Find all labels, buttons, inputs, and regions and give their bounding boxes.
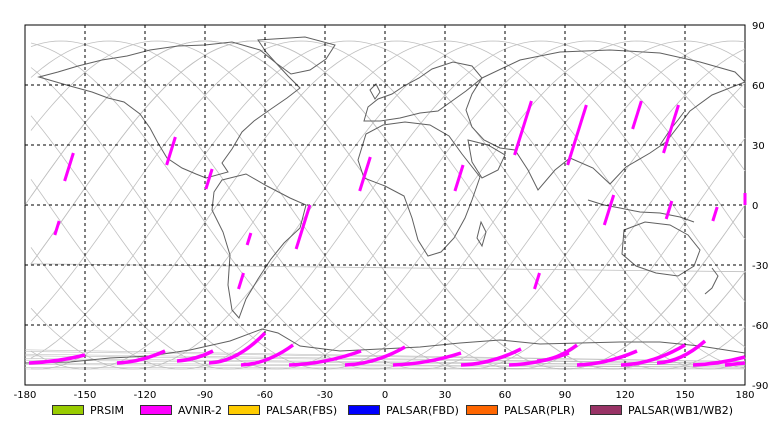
legend-label: PALSAR(FBS) xyxy=(266,403,338,417)
coverage-swath xyxy=(453,164,465,192)
legend-item: PALSAR(FBS) xyxy=(228,402,337,418)
coverage-swath-polar xyxy=(208,331,267,365)
coverage-swath xyxy=(631,100,643,130)
coverage-swath xyxy=(664,200,674,220)
longitude-tick-label: -180 xyxy=(14,390,37,400)
legend-swatch xyxy=(590,405,622,415)
latitude-tick-label: 30 xyxy=(752,141,765,152)
coastline-asia xyxy=(465,49,746,191)
longitude-tick-label: 150 xyxy=(675,390,694,400)
coverage-swath-polar xyxy=(176,349,214,363)
coverage-swath xyxy=(53,220,61,236)
coverage-swath-polar xyxy=(240,343,295,367)
coverage-swath xyxy=(662,104,680,154)
coastline-new-zealand xyxy=(704,267,719,295)
coverage-swath xyxy=(602,194,616,226)
legend-swatch xyxy=(52,405,84,415)
coverage-swath xyxy=(63,152,75,182)
longitude-tick-label: 0 xyxy=(382,390,388,400)
longitude-tick-label: 30 xyxy=(439,390,452,400)
orbit-track xyxy=(30,40,746,370)
legend-label: PALSAR(FBD) xyxy=(386,403,459,417)
orbit-track xyxy=(30,40,746,370)
coastline-japan xyxy=(659,111,685,146)
longitude-tick-label: -90 xyxy=(197,390,213,400)
avnir2-coverage-swaths xyxy=(28,100,747,367)
orbit-track xyxy=(30,40,746,370)
longitude-tick-label: 120 xyxy=(615,390,634,400)
coverage-swath xyxy=(245,232,253,246)
orbit-track xyxy=(30,40,746,370)
latitude-tick-label: 60 xyxy=(752,81,765,92)
coverage-swath-polar xyxy=(536,343,579,363)
latitude-tick-label: -30 xyxy=(752,261,768,272)
longitude-tick-label: -60 xyxy=(257,390,273,400)
coverage-swath-polar xyxy=(460,347,522,367)
latitude-tick-label: 90 xyxy=(752,21,765,32)
coverage-swath xyxy=(711,206,719,222)
latitude-tick-label: 0 xyxy=(752,201,758,212)
coastline-africa xyxy=(357,121,481,257)
coastline-british-isles xyxy=(369,83,381,100)
longitude-tick-label: 60 xyxy=(499,390,512,400)
legend-item: PALSAR(FBD) xyxy=(348,402,459,418)
legend-item: PALSAR(PLR) xyxy=(466,402,575,418)
orbit-track xyxy=(30,40,746,370)
latitude-tick-label: -60 xyxy=(752,321,768,332)
orbit-track xyxy=(30,40,746,370)
coverage-swath-polar xyxy=(692,355,746,367)
coverage-swath-polar xyxy=(576,349,638,367)
coverage-swath xyxy=(513,100,533,156)
longitude-tick-label: -120 xyxy=(134,390,157,400)
coastline-europe xyxy=(363,61,483,122)
longitude-tick-label: -150 xyxy=(74,390,97,400)
legend-label: PALSAR(WB1/WB2) xyxy=(628,403,734,417)
legend-item: PALSAR(WB1/WB2) xyxy=(590,402,733,418)
legend-swatch xyxy=(348,405,380,415)
orbit-track xyxy=(30,40,746,370)
legend-swatch xyxy=(140,405,172,415)
coastline-greenland xyxy=(257,36,336,75)
legend-item: AVNIR-2 xyxy=(140,402,222,418)
coverage-swath-polar xyxy=(620,343,686,367)
coverage-swath xyxy=(237,272,245,290)
coverage-swath xyxy=(294,204,312,250)
coastline-south-america xyxy=(211,173,307,319)
coverage-swath xyxy=(566,104,588,166)
orbit-track-polar xyxy=(24,364,746,368)
coverage-swath-polar xyxy=(116,349,166,365)
legend: PRSIM AVNIR-2 PALSAR(FBS) PALSAR(FBD) PALSAR… xyxy=(0,402,770,420)
coastline-australia xyxy=(621,221,701,277)
coverage-swath xyxy=(204,168,214,190)
graticule xyxy=(25,25,745,385)
coverage-swath-polar xyxy=(288,349,362,367)
latitude-labels: 90 60 30 0 -30 -60 -90 xyxy=(752,21,768,392)
coverage-swath-polar xyxy=(344,345,406,367)
legend-swatch xyxy=(466,405,498,415)
orbit-track xyxy=(30,40,746,370)
coastline-madagascar xyxy=(476,220,487,248)
coastline-north-america xyxy=(37,41,301,179)
longitude-labels: -180 -150 -120 -90 -60 -30 0 30 60 90 120 150 180 xyxy=(14,390,755,400)
coverage-swath-polar xyxy=(724,361,746,367)
legend-swatch xyxy=(228,405,260,415)
latitude-tick-label: -90 xyxy=(752,381,768,392)
legend-label: PALSAR(PLR) xyxy=(504,403,575,417)
longitude-tick-label: 180 xyxy=(735,390,754,400)
legend-label: PRSIM xyxy=(90,403,124,417)
coverage-swath xyxy=(358,156,372,192)
coverage-swath xyxy=(165,136,177,166)
longitude-tick-label: -30 xyxy=(317,390,333,400)
coverage-swath xyxy=(533,272,541,290)
coverage-swath-polar xyxy=(392,351,462,367)
coverage-swath-polar xyxy=(28,353,86,365)
coverage-swath-polar xyxy=(656,339,707,365)
longitude-tick-label: 90 xyxy=(559,390,572,400)
legend-label: AVNIR-2 xyxy=(178,403,222,417)
coverage-map: -180 -150 -120 -90 -60 -30 0 30 60 90 120 150 180 90… xyxy=(14,21,769,400)
legend-item: PRSIM xyxy=(52,402,124,418)
